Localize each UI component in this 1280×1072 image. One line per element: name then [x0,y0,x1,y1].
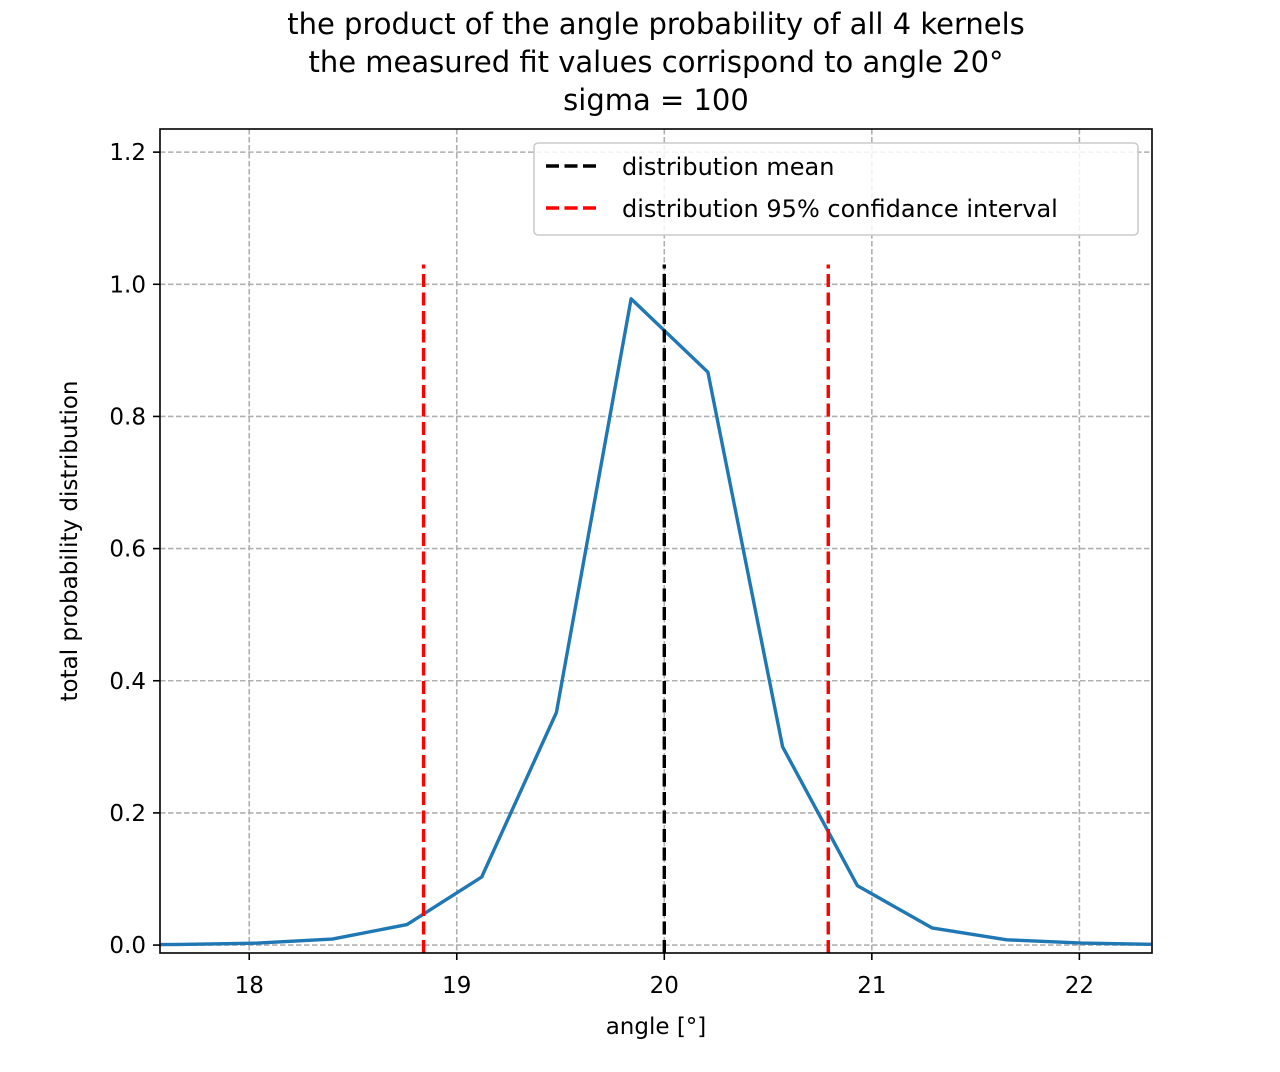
x-tick-label: 20 [650,973,679,999]
series-line [160,297,1152,947]
y-tick-label: 1.2 [109,140,146,166]
x-tick-label: 19 [442,973,471,999]
axis-ticks: 18 19 20 21 22 0.0 0.2 0.4 0.6 0.8 1.0 1.2 [109,140,1094,999]
legend-label: distribution 95% confidance interval [622,195,1058,223]
y-tick-label: 1.0 [109,272,146,298]
y-tick-label: 0.2 [109,801,146,827]
x-tick-label: 18 [235,973,264,999]
title-line-2: the measured fit values corrispond to an… [308,45,1004,79]
plot-frame [159,128,1153,954]
y-tick-label: 0.8 [109,404,146,430]
y-tick-label: 0.4 [109,669,146,695]
x-axis-label: angle [°] [606,1014,707,1040]
x-tick-label: 21 [857,973,886,999]
y-axis-label: total probability distribution [57,380,83,701]
series-layer [160,297,1152,947]
legend: distribution mean distribution 95% confid… [533,142,1139,236]
y-tick-label: 0.6 [109,537,146,563]
x-tick-label: 22 [1065,973,1094,999]
y-tick-label: 0.0 [109,933,146,959]
grid [160,129,1152,953]
legend-label: distribution mean [622,153,834,181]
title-line-1: the product of the angle probability of … [287,7,1025,41]
reference-lines [421,264,830,953]
legend-box [533,142,1139,236]
title-line-3: sigma = 100 [563,83,749,117]
